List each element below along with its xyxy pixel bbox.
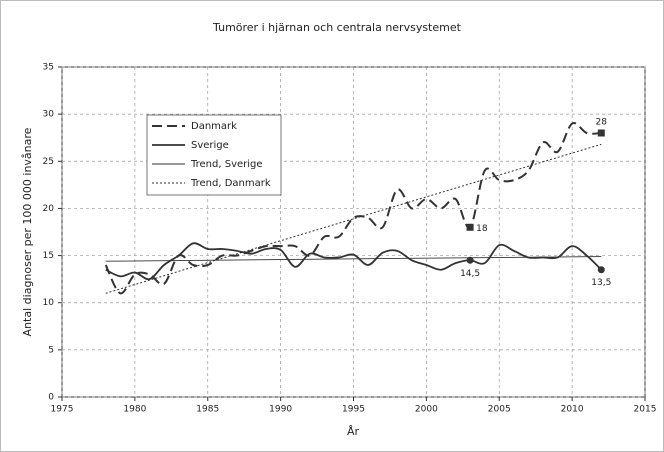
y-tick-label: 0 xyxy=(48,393,54,403)
legend-label: Trend, Sverige xyxy=(190,159,263,170)
point-marker xyxy=(597,129,605,137)
y-tick-label: 35 xyxy=(43,63,54,73)
data-label: 14,5 xyxy=(460,269,480,279)
x-tick-label: 1975 xyxy=(51,405,74,415)
data-label: 18 xyxy=(476,224,488,234)
y-tick-label: 30 xyxy=(43,110,55,120)
point-marker xyxy=(466,223,474,231)
x-tick-label: 1990 xyxy=(269,405,292,415)
y-tick-label: 20 xyxy=(43,204,55,214)
legend-label: Danmark xyxy=(191,121,237,132)
x-tick-label: 2000 xyxy=(415,405,438,415)
point-marker xyxy=(597,266,605,274)
x-tick-label: 2005 xyxy=(488,405,511,415)
x-tick-label: 1985 xyxy=(196,405,219,415)
chart-title: Tumörer i hjärnan och centrala nervsyste… xyxy=(212,21,462,34)
legend-label: Sverige xyxy=(191,140,229,151)
y-tick-label: 10 xyxy=(43,298,55,308)
x-tick-label: 2015 xyxy=(634,405,657,415)
series-line xyxy=(104,122,602,295)
y-tick-label: 25 xyxy=(43,157,54,167)
x-tick-label: 1995 xyxy=(342,405,365,415)
x-axis-label: År xyxy=(347,425,360,438)
y-tick-label: 5 xyxy=(48,345,54,355)
y-tick-label: 15 xyxy=(43,251,54,261)
legend-label: Trend, Danmark xyxy=(190,178,271,189)
legend-box xyxy=(146,114,282,196)
series-line xyxy=(105,256,602,262)
data-label: 13,5 xyxy=(591,278,611,288)
x-tick-label: 2010 xyxy=(561,405,584,415)
y-axis-label: Antal diagnoser per 100 000 invånare xyxy=(21,127,34,336)
x-tick-label: 1980 xyxy=(123,405,146,415)
data-label: 28 xyxy=(596,118,608,128)
series-line xyxy=(105,242,602,281)
point-marker xyxy=(466,256,474,264)
